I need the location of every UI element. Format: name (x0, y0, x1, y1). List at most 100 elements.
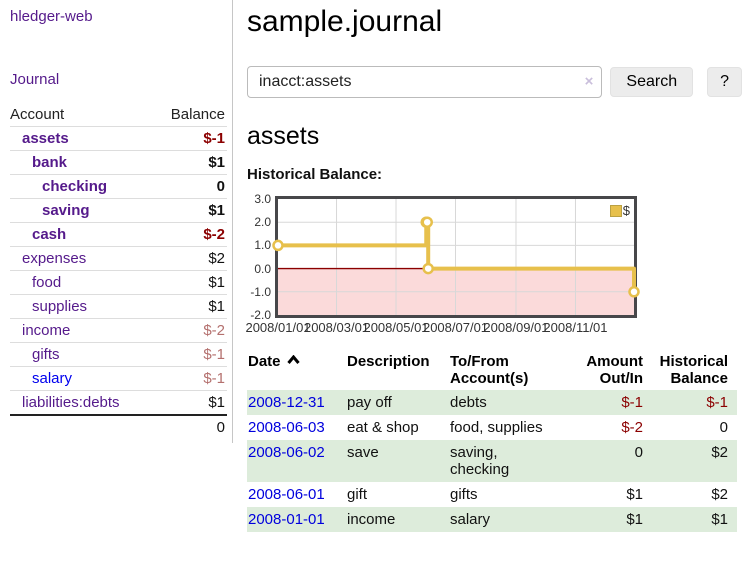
account-link[interactable]: liabilities:debts (22, 394, 120, 411)
sidebar-account-row: bank $1 (10, 150, 227, 175)
sort-ascending-icon (286, 354, 300, 364)
account-link[interactable]: saving (42, 202, 90, 219)
transaction-accounts: debts (450, 394, 487, 411)
transaction-accounts: gifts (450, 486, 478, 503)
sidebar-account-row: expenses $2 (10, 246, 227, 271)
search-input[interactable] (247, 66, 603, 98)
sidebar-account-row: assets $-1 (10, 126, 227, 151)
transaction-date-link[interactable]: 2008-06-03 (248, 419, 325, 436)
transaction-balance: 0 (719, 419, 728, 436)
chart-title-label: Historical Balance: (247, 166, 383, 183)
account-link[interactable]: gifts (32, 346, 60, 363)
transaction-balance: $1 (711, 511, 728, 528)
transaction-row: 2008-12-31 pay off debts $-1 $-1 (247, 390, 737, 415)
sidebar-account-row: checking 0 (10, 174, 227, 199)
sidebar-account-row: gifts $-1 (10, 342, 227, 367)
amount-column-header: Amount Out/In (586, 353, 643, 387)
accounts-total-value: 0 (216, 419, 225, 436)
sidebar-account-row: liabilities:debts $1 (10, 390, 227, 416)
account-balance: $-2 (153, 222, 227, 247)
chart-x-axis: 2008/01/01 2008/03/01 2008/05/01 2008/07/01… (245, 318, 637, 338)
search-form: × Search ? (247, 66, 742, 98)
chart-y-axis: 3.0 2.0 1.0 0.0 -1.0 -2.0 (247, 192, 273, 322)
transaction-row: 2008-01-01 income salary $1 $1 (247, 507, 737, 532)
sidebar-account-row: income $-2 (10, 318, 227, 343)
transaction-amount: $1 (626, 486, 643, 503)
sidebar-item-journal[interactable]: Journal (10, 71, 60, 88)
transaction-amount: $-2 (621, 419, 643, 436)
account-balance: $1 (153, 198, 227, 223)
search-button[interactable]: Search (610, 67, 694, 97)
app-brand-link[interactable]: hledger-web (10, 8, 93, 25)
legend-label: $ (622, 203, 630, 218)
account-link[interactable]: supplies (32, 298, 88, 315)
legend-swatch-icon (609, 204, 622, 217)
accounts-column-header: To/From Account(s) (450, 353, 529, 387)
sidebar-account-row: food $1 (10, 270, 227, 295)
transaction-amount: $-1 (621, 394, 643, 411)
accounts-table-header: Account Balance (10, 103, 227, 127)
account-link[interactable]: cash (32, 226, 67, 243)
sidebar: hledger-web Journal Account Balance asse… (0, 0, 233, 443)
sidebar-account-row: cash $-2 (10, 222, 227, 247)
transaction-date-link[interactable]: 2008-01-01 (248, 511, 325, 528)
transaction-row: 2008-06-03 eat & shop food, supplies $-2… (247, 415, 737, 440)
main-content: sample.journal × Search ? assets Histori… (245, 0, 742, 532)
transaction-description: income (347, 511, 396, 528)
y-tick-label: -2.0 (250, 308, 271, 322)
transaction-date-link[interactable]: 2008-12-31 (248, 394, 325, 411)
y-tick-label: 2.0 (254, 215, 271, 230)
register-table-header: Date Description To/From Account(s) Amoun… (247, 350, 737, 390)
transaction-description: gift (347, 486, 368, 503)
page-title: sample.journal (247, 5, 443, 38)
register-table: Date Description To/From Account(s) Amoun… (247, 350, 737, 532)
account-balance: $2 (153, 246, 227, 271)
clear-search-icon[interactable]: × (584, 73, 594, 90)
x-tick-label: 2008/09/01 (483, 320, 549, 335)
chart-plot-area[interactable]: $ (272, 196, 640, 318)
account-balance: 0 (153, 174, 227, 199)
account-balance: $-1 (153, 366, 227, 391)
transaction-date-link[interactable]: 2008-06-01 (248, 486, 325, 503)
transaction-amount: 0 (634, 444, 643, 461)
transaction-description: save (347, 444, 379, 461)
account-balance: $1 (153, 294, 227, 319)
transaction-amount: $1 (626, 511, 643, 528)
account-column-header: Account (10, 103, 154, 127)
balance-column-header-main: Historical Balance (659, 353, 728, 387)
y-tick-label: 3.0 (254, 192, 271, 206)
transaction-date-link[interactable]: 2008-06-02 (248, 444, 325, 461)
account-link[interactable]: salary (32, 370, 73, 387)
transaction-description: pay off (347, 394, 392, 411)
y-tick-label: -1.0 (250, 284, 271, 299)
sidebar-account-row: supplies $1 (10, 294, 227, 319)
balance-chart: 3.0 2.0 1.0 0.0 -1.0 -2.0 $ 2008/01/01 2008/03… (245, 192, 742, 338)
help-button[interactable]: ? (707, 67, 742, 97)
x-tick-label: 2008/01/01 (245, 320, 311, 335)
account-link[interactable]: assets (22, 130, 69, 147)
accounts-table: Account Balance assets $-1 bank $1 check… (10, 103, 227, 439)
accounts-total-row: 0 (10, 415, 227, 439)
y-tick-label: 1.0 (254, 238, 271, 253)
x-tick-label: 2008/05/01 (363, 320, 429, 335)
account-link[interactable]: expenses (22, 250, 87, 267)
transaction-balance: $2 (711, 444, 728, 461)
chart-legend: $ (609, 203, 630, 218)
chart-svg (272, 199, 640, 315)
account-link[interactable]: bank (32, 154, 68, 171)
account-balance: $-1 (153, 126, 227, 151)
account-balance: $-1 (153, 342, 227, 367)
sidebar-account-row: saving $1 (10, 198, 227, 223)
x-tick-label: 2008/11/01 (543, 320, 608, 335)
balance-column-header: Balance (153, 103, 227, 127)
account-balance: $-2 (153, 318, 227, 343)
date-column-header[interactable]: Date (247, 350, 346, 390)
transaction-accounts: saving, checking (450, 444, 510, 478)
account-link[interactable]: food (32, 274, 62, 291)
search-input-wrap: × (247, 66, 603, 98)
transaction-row: 2008-06-01 gift gifts $1 $2 (247, 482, 737, 507)
sidebar-account-row: salary $-1 (10, 366, 227, 391)
account-link[interactable]: checking (42, 178, 108, 195)
x-tick-label: 2008/03/01 (303, 320, 370, 335)
account-link[interactable]: income (22, 322, 71, 339)
